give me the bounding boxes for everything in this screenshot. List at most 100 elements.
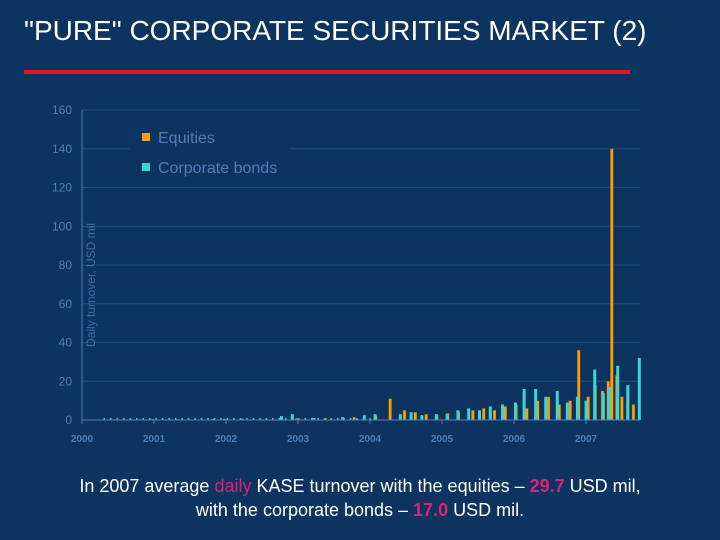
- minor-bar: [148, 418, 151, 420]
- corporate-bonds-bar: [445, 414, 449, 420]
- corporate-bonds-bar: [555, 390, 559, 420]
- corporate-bonds-bar: [312, 418, 316, 420]
- corporate-bonds-bar: [637, 358, 641, 420]
- minor-bar: [142, 418, 144, 420]
- minor-bar: [187, 418, 190, 420]
- y-tick-label: 20: [59, 374, 73, 388]
- corporate-bonds-bar: [290, 414, 294, 420]
- minor-bar: [194, 418, 196, 420]
- corporate-bonds-bar: [501, 404, 505, 420]
- equities-bar: [471, 410, 475, 421]
- minor-bar: [304, 418, 306, 420]
- y-tick-label: 80: [59, 258, 73, 272]
- minor-bar: [155, 418, 157, 420]
- x-tick-label: 2001: [143, 434, 166, 445]
- minor-bar: [310, 418, 313, 420]
- x-tick-label: 2007: [575, 434, 598, 445]
- corporate-bonds-bar: [601, 392, 605, 420]
- minor-bar: [369, 418, 371, 420]
- minor-bar: [285, 418, 287, 420]
- y-tick-label: 140: [52, 142, 72, 156]
- caption-daily: daily: [214, 476, 252, 496]
- minor-bar: [207, 418, 209, 420]
- caption: In 2007 average daily KASE turnover with…: [20, 474, 700, 522]
- minor-bar: [349, 418, 352, 420]
- legend-swatch: [142, 133, 150, 141]
- x-tick-label: 2002: [215, 434, 238, 445]
- title-underline: [24, 70, 630, 74]
- minor-bar: [161, 418, 164, 420]
- corporate-bonds-bar: [341, 417, 345, 420]
- equities-bar: [620, 396, 624, 421]
- minor-bar: [220, 418, 222, 420]
- minor-bar: [123, 418, 125, 420]
- caption-text: KASE turnover with the equities –: [251, 476, 530, 496]
- x-tick-label: 2003: [287, 434, 310, 445]
- minor-bar: [233, 418, 235, 420]
- minor-bar: [272, 418, 274, 420]
- slide-title: "PURE" CORPORATE SECURITIES MARKET (2): [24, 15, 647, 46]
- corporate-bonds-bar: [456, 410, 460, 420]
- equities-bar: [546, 396, 551, 421]
- equities-bar: [503, 406, 507, 421]
- y-axis-label: Daily turnover, USD mil: [84, 223, 98, 347]
- minor-bar: [200, 418, 203, 420]
- corporate-bonds-bar: [280, 416, 283, 420]
- minor-bar: [317, 418, 319, 420]
- x-tick-label: 2004: [359, 434, 382, 445]
- corporate-bonds-bar: [626, 385, 630, 420]
- caption-text: USD mil.: [448, 500, 525, 520]
- corporate-bonds-bar: [565, 402, 569, 420]
- legend-label: Equities: [158, 130, 215, 147]
- corporate-bonds-bar: [434, 414, 438, 420]
- minor-bar: [278, 418, 281, 420]
- turnover-chart: 0 20 40 60 80 100 120 140 160 2000 2001 2002 2003 200…: [52, 103, 641, 445]
- equities-bar: [402, 410, 407, 421]
- corporate-bonds-bar: [607, 387, 611, 420]
- corporate-bonds-bar: [420, 415, 424, 420]
- corporate-bonds-bar: [373, 414, 377, 420]
- corporate-bonds-bar: [514, 402, 517, 420]
- legend-box: [130, 123, 290, 185]
- corporate-bonds-bar: [398, 414, 402, 420]
- equities-bar: [413, 412, 417, 421]
- equities-bar: [568, 400, 572, 421]
- minor-bar: [168, 418, 170, 420]
- corporate-bonds-bar: [544, 396, 548, 420]
- minor-bar: [129, 418, 132, 420]
- minor-bar: [298, 418, 300, 420]
- x-tick-label: 2006: [503, 434, 526, 445]
- bars: [103, 148, 641, 421]
- corporate-bonds-bar: [488, 406, 492, 420]
- corporate-bonds-bar: [409, 412, 413, 420]
- equities-bar: [631, 404, 636, 421]
- y-tick-label: 0: [65, 413, 72, 427]
- minor-bar: [265, 418, 268, 420]
- corporate-bonds-bar: [467, 408, 471, 420]
- minor-bar: [356, 418, 358, 420]
- minor-bar: [181, 418, 183, 420]
- x-tick-label: 2000: [71, 434, 94, 445]
- y-tick-label: 160: [52, 103, 72, 117]
- minor-bar: [136, 418, 138, 420]
- legend-label: Corporate bonds: [158, 160, 277, 177]
- equities-bar: [610, 148, 614, 421]
- minor-bar: [226, 418, 229, 420]
- x-tick-label: 2005: [431, 434, 454, 445]
- corporate-bonds-bar: [362, 415, 366, 420]
- bonds-average-value: 17.0: [413, 500, 449, 520]
- corporate-bonds-bar: [584, 400, 588, 420]
- equities-bar: [492, 410, 497, 421]
- y-tick-label: 120: [52, 181, 72, 195]
- minor-bar: [116, 418, 119, 420]
- corporate-bonds-bar: [240, 418, 244, 420]
- minor-bar: [103, 418, 106, 420]
- equities-average-value: 29.7: [529, 476, 565, 496]
- minor-bar: [174, 418, 177, 420]
- caption-text: In 2007 average: [79, 476, 215, 496]
- axes: 0 20 40 60 80 100 120 140 160 2000 2001 2002 2003 200…: [52, 103, 640, 445]
- equities-bar: [424, 413, 428, 421]
- corporate-bonds-bar: [575, 396, 579, 420]
- y-tick-label: 40: [59, 336, 73, 350]
- equities-bar: [482, 408, 486, 421]
